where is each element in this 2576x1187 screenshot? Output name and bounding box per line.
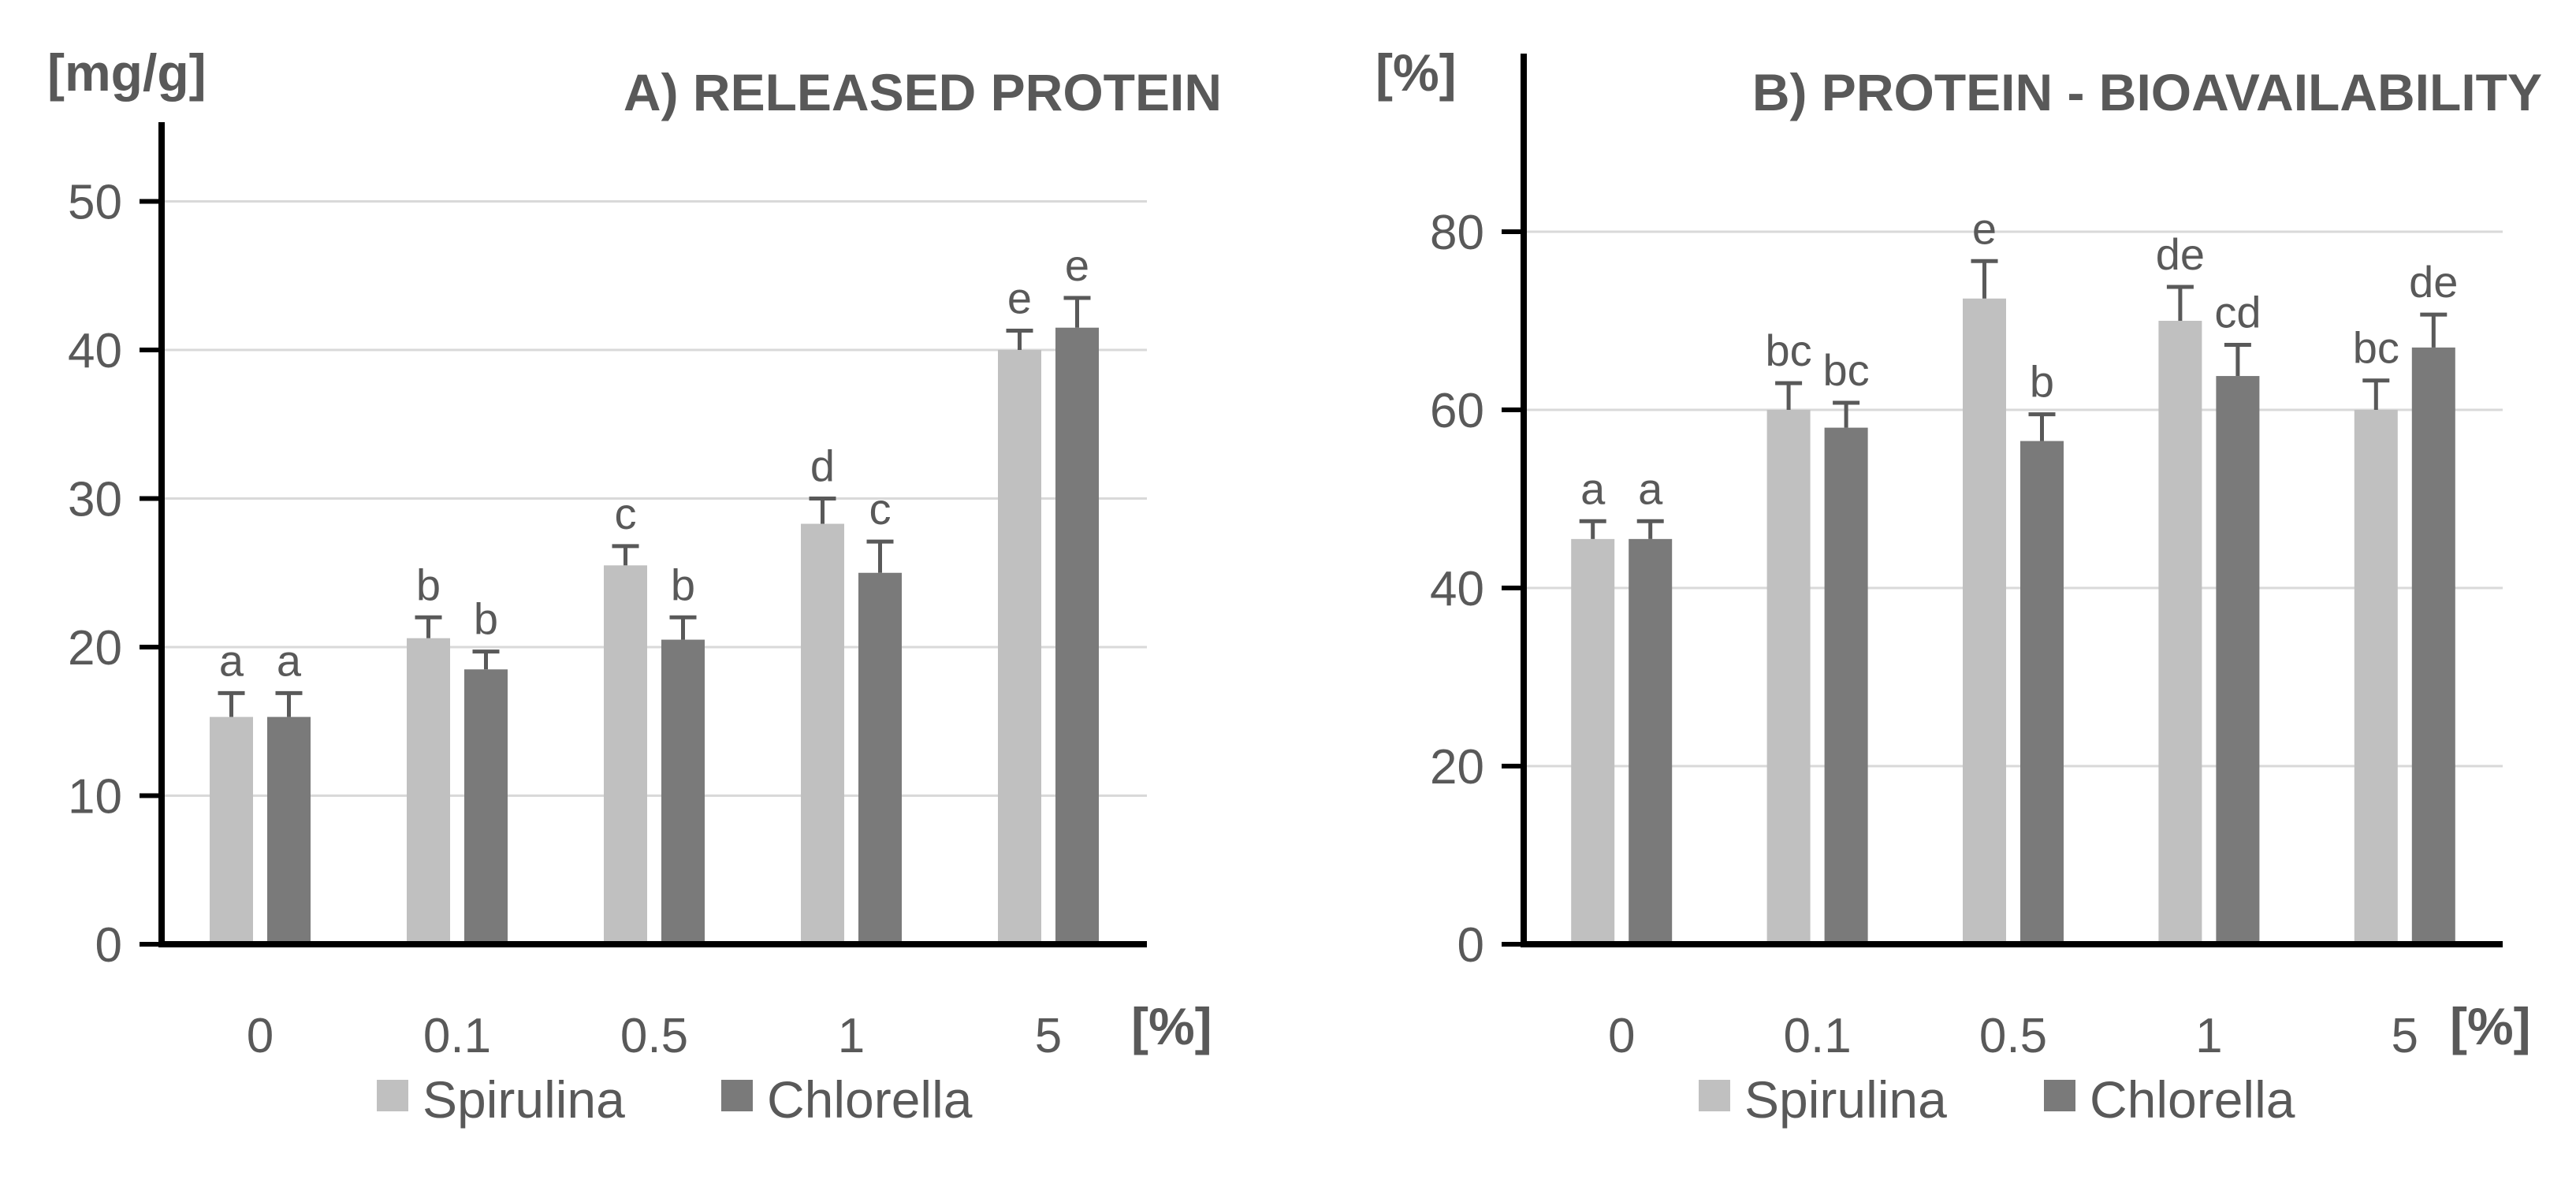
significance-label: de: [2409, 257, 2458, 307]
y-tick-label: 50: [68, 176, 122, 230]
significance-label: b: [2030, 357, 2054, 407]
y-tick-label: 0: [95, 918, 122, 973]
y-tick-label: 30: [68, 473, 122, 527]
significance-label: a: [1638, 463, 1663, 513]
bar-spirulina: [2158, 321, 2202, 944]
x-tick-label: 0.5: [620, 1009, 688, 1063]
y-tick-label: 80: [1430, 206, 1484, 260]
x-tick-label: 0.5: [1979, 1009, 2047, 1063]
x-axis-unit: [%]: [2450, 997, 2531, 1055]
x-axis-unit: [%]: [1131, 997, 1212, 1055]
legend-swatch: [721, 1080, 753, 1111]
legend-label: Chlorella: [2090, 1070, 2295, 1129]
legend-swatch: [377, 1080, 408, 1111]
bar-chlorella: [661, 639, 705, 944]
significance-label: bc: [1823, 345, 1870, 395]
significance-label: bc: [2353, 323, 2399, 373]
significance-label: b: [416, 560, 441, 609]
bar-spirulina: [1766, 410, 1811, 944]
significance-label: e: [1007, 273, 1032, 322]
bar-spirulina: [210, 716, 253, 944]
bar-spirulina: [2354, 410, 2398, 944]
significance-label: a: [1580, 463, 1606, 513]
y-axis-unit: [%]: [1375, 43, 1457, 102]
legend-label: Spirulina: [1744, 1070, 1947, 1129]
x-tick-label: 0: [247, 1009, 274, 1063]
x-tick-label: 5: [1035, 1009, 1062, 1063]
bar-spirulina: [604, 565, 647, 944]
bar-chlorella: [858, 572, 902, 944]
significance-label: cd: [2214, 288, 2261, 337]
bar-chlorella: [464, 669, 508, 944]
significance-label: b: [671, 560, 695, 609]
significance-label: b: [474, 594, 498, 644]
chart-title: B) PROTEIN - BIOAVAILABILITY: [1752, 63, 2542, 121]
bar-chlorella: [1824, 427, 1868, 944]
significance-label: bc: [1766, 326, 1812, 375]
y-tick-label: 10: [68, 770, 122, 824]
y-tick-label: 0: [1457, 918, 1484, 973]
significance-label: a: [277, 635, 302, 685]
bar-spirulina: [1963, 298, 2006, 944]
legend-swatch: [2044, 1080, 2075, 1111]
bar-chlorella: [1055, 327, 1099, 945]
y-tick-label: 20: [68, 621, 122, 675]
significance-label: a: [219, 635, 244, 685]
bar-spirulina: [1571, 538, 1615, 944]
legend-swatch: [1699, 1080, 1730, 1111]
x-tick-label: 0: [1608, 1009, 1635, 1063]
y-tick-label: 20: [1430, 740, 1484, 794]
bar-spirulina: [801, 523, 844, 944]
x-tick-label: 1: [2195, 1009, 2222, 1063]
bar-chlorella: [1629, 538, 1673, 944]
y-axis-unit: [mg/g]: [47, 43, 207, 102]
legend-label: Chlorella: [767, 1070, 973, 1129]
y-tick-label: 40: [1430, 562, 1484, 616]
significance-label: c: [615, 489, 637, 538]
x-tick-label: 1: [838, 1009, 865, 1063]
y-tick-label: 40: [68, 324, 122, 378]
bar-spirulina: [998, 350, 1041, 944]
y-tick-label: 60: [1430, 384, 1484, 438]
x-tick-label: 0.1: [1783, 1009, 1851, 1063]
bar-chlorella: [2411, 347, 2455, 944]
x-tick-label: 0.1: [423, 1009, 491, 1063]
significance-label: d: [810, 441, 835, 491]
significance-label: de: [2156, 229, 2205, 279]
x-tick-label: 5: [2392, 1009, 2418, 1063]
significance-label: e: [1972, 203, 1997, 253]
legend-label: Spirulina: [423, 1070, 625, 1129]
bar-chlorella: [2020, 441, 2064, 944]
chart-title: A) RELEASED PROTEIN: [624, 63, 1222, 121]
bar-chlorella: [2216, 376, 2260, 944]
significance-label: c: [869, 484, 892, 534]
significance-label: e: [1065, 240, 1089, 290]
bar-spirulina: [407, 638, 450, 944]
bar-chlorella: [267, 716, 311, 944]
